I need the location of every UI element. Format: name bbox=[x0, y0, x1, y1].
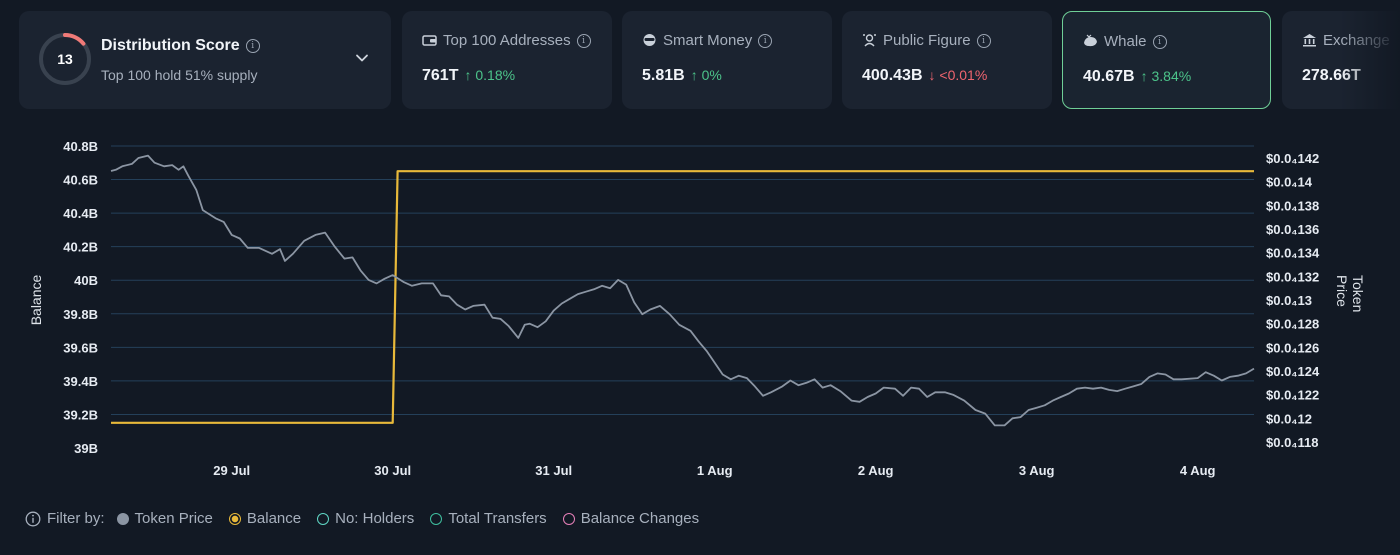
filter-token-price[interactable]: Token Price bbox=[116, 510, 213, 527]
distribution-score-subtitle: Top 100 hold 51% supply bbox=[101, 67, 258, 83]
legend-dot-token-price bbox=[116, 512, 129, 525]
y-tick-label-right: $0.0₄142 bbox=[1266, 151, 1319, 166]
y-tick-label-left: 39.6B bbox=[63, 340, 98, 355]
filter-item-label: Balance bbox=[246, 510, 302, 527]
x-tick-label: 2 Aug bbox=[858, 463, 894, 478]
y-tick-label-right: $0.0₄12 bbox=[1266, 411, 1312, 426]
y-tick-label-left: 40.6B bbox=[63, 173, 98, 188]
score-ring bbox=[39, 33, 91, 85]
info-icon bbox=[25, 511, 41, 526]
balance-series-line bbox=[111, 170, 1254, 424]
metric-label: Public Figure bbox=[883, 32, 971, 49]
y-tick-label-left: 39.4B bbox=[63, 374, 98, 389]
x-tick-label: 3 Aug bbox=[1019, 463, 1055, 478]
y-axis-right-label: Token Price bbox=[1334, 275, 1366, 313]
metric-value: 5.81B bbox=[642, 67, 685, 84]
metric-label: Whale bbox=[1104, 33, 1147, 50]
y-tick-label-left: 39B bbox=[74, 441, 98, 456]
y-tick-label-right: $0.0₄134 bbox=[1266, 246, 1320, 261]
metric-value: 400.43B bbox=[862, 67, 923, 84]
filter-balance[interactable]: Balance bbox=[228, 510, 302, 527]
y-tick-label-left: 40.8B bbox=[63, 139, 98, 154]
x-tick-label: 30 Jul bbox=[374, 463, 411, 478]
x-tick-label: 1 Aug bbox=[697, 463, 733, 478]
legend-dot-total-transfers bbox=[430, 512, 443, 525]
x-tick-label: 4 Aug bbox=[1180, 463, 1216, 478]
filter-total-transfers[interactable]: Total Transfers bbox=[430, 510, 547, 527]
distribution-score-card[interactable]: 13 Distribution Score i Top 100 hold 51% … bbox=[19, 11, 391, 109]
y-tick-label-left: 39.2B bbox=[63, 407, 98, 422]
y-tick-label-right: $0.0₄124 bbox=[1266, 364, 1320, 379]
distribution-score-title: Distribution Score bbox=[101, 37, 240, 54]
y-tick-label-right: $0.0₄138 bbox=[1266, 198, 1319, 213]
y-tick-label-right: $0.0₄132 bbox=[1266, 269, 1319, 284]
metric-value: 761T bbox=[422, 67, 459, 84]
metric-label: Top 100 Addresses bbox=[443, 32, 571, 49]
filter-label: Filter by: bbox=[47, 510, 105, 527]
bank-icon bbox=[1303, 34, 1316, 47]
token-price-series-line bbox=[110, 154, 1255, 427]
info-icon[interactable]: i bbox=[976, 34, 991, 49]
y-tick-label-left: 39.8B bbox=[63, 307, 98, 322]
info-icon[interactable]: i bbox=[1152, 35, 1167, 50]
legend-dot-balance-changes bbox=[562, 512, 575, 525]
metric-cards-row: 13 Distribution Score i Top 100 hold 51% … bbox=[0, 0, 1400, 115]
filter-item-label: Token Price bbox=[134, 510, 213, 527]
y-tick-label-right: $0.0₄126 bbox=[1266, 340, 1319, 355]
y-tick-label-right: $0.0₄13 bbox=[1266, 293, 1312, 308]
y-tick-label-left: 40.4B bbox=[63, 206, 98, 221]
whale-icon bbox=[1084, 34, 1097, 47]
metric-change: ↑ 0% bbox=[690, 67, 722, 83]
metric-card-whale[interactable]: Whale i 40.67B ↑ 3.84% bbox=[1062, 11, 1271, 109]
filter-holders[interactable]: No: Holders bbox=[317, 510, 414, 527]
filter-balance-changes[interactable]: Balance Changes bbox=[562, 510, 700, 527]
chart-filter-bar: Filter by: Token Price Balance No: Holde… bbox=[25, 510, 715, 527]
metric-card-public-figure[interactable]: Public Figure i 400.43B ↓ <0.01% bbox=[842, 11, 1052, 109]
info-icon[interactable]: i bbox=[758, 34, 773, 49]
metric-change: ↓ <0.01% bbox=[928, 67, 988, 83]
metric-card-smart-money[interactable]: Smart Money i 5.81B ↑ 0% bbox=[622, 11, 832, 109]
smart-money-icon bbox=[643, 34, 656, 46]
y-tick-label-right: $0.0₄14 bbox=[1266, 175, 1313, 190]
legend-dot-balance bbox=[228, 512, 241, 525]
overflow-fade bbox=[1340, 0, 1400, 115]
legend-dot-holders bbox=[317, 512, 330, 525]
metric-value: 40.67B bbox=[1083, 68, 1135, 85]
y-tick-label-left: 40.2B bbox=[63, 240, 98, 255]
public-figure-icon bbox=[863, 34, 876, 47]
metric-change: ↑ 0.18% bbox=[464, 67, 516, 83]
x-tick-label: 31 Jul bbox=[535, 463, 572, 478]
info-icon[interactable]: i bbox=[245, 38, 260, 53]
y-tick-label-right: $0.0₄136 bbox=[1266, 222, 1319, 237]
filter-item-label: Balance Changes bbox=[580, 510, 700, 527]
filter-item-label: No: Holders bbox=[335, 510, 415, 527]
y-tick-label-right: $0.0₄122 bbox=[1266, 388, 1319, 403]
y-axis-left-label: Balance bbox=[28, 274, 44, 326]
metric-label: Smart Money bbox=[663, 32, 753, 49]
x-tick-label: 29 Jul bbox=[213, 463, 250, 478]
y-tick-label-left: 40B bbox=[74, 273, 98, 288]
info-icon[interactable]: i bbox=[576, 34, 591, 49]
distribution-score-value: 13 bbox=[57, 51, 73, 67]
filter-item-label: Total Transfers bbox=[448, 510, 547, 527]
y-tick-label-right: $0.0₄118 bbox=[1266, 435, 1318, 450]
y-tick-label-right: $0.0₄128 bbox=[1266, 317, 1319, 332]
balance-price-chart[interactable]: 39B 39.2B 39.4B 39.6B 39.8B 40B 40.2B 40.4B 40.6… bbox=[0, 130, 1400, 490]
wallet-icon bbox=[422, 35, 437, 46]
metric-card-top100[interactable]: Top 100 Addresses i 761T ↑ 0.18% bbox=[402, 11, 612, 109]
chevron-down-icon[interactable] bbox=[355, 51, 369, 65]
metric-change: ↑ 3.84% bbox=[1140, 68, 1192, 84]
